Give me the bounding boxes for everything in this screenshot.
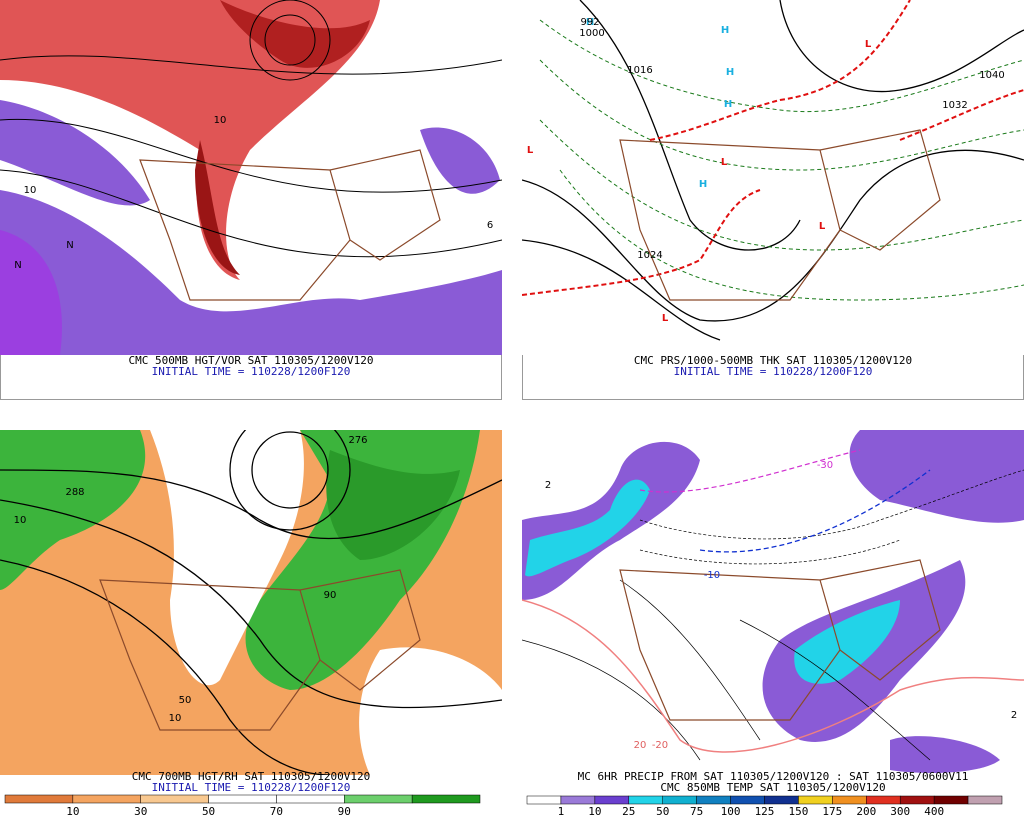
map-label: 10 — [169, 713, 182, 724]
legend-label: 125 — [755, 805, 775, 818]
caption: INITIAL TIME = 110228/1200F120 — [674, 365, 873, 378]
map-label: H — [721, 25, 729, 36]
legend-swatch — [72, 794, 141, 804]
legend-swatch — [866, 795, 901, 805]
legend-swatch — [276, 794, 345, 804]
legend-swatch — [594, 795, 630, 805]
legend-label: 175 — [822, 805, 842, 818]
map-label: L — [865, 39, 872, 50]
legend-label: 25 — [622, 805, 635, 818]
map-label: 50 — [179, 695, 192, 706]
caption: CMC 500MB HGT/VOR SAT 110305/1200V120 — [128, 354, 373, 367]
legend-label: 100 — [721, 805, 741, 818]
legend-label: 50 — [202, 805, 215, 818]
map-label: L — [527, 145, 534, 156]
map-label: N — [14, 260, 21, 271]
caption: CMC 850MB TEMP SAT 110305/1200V120 — [660, 781, 885, 794]
legend-swatch — [967, 795, 1003, 805]
legend-swatch — [832, 795, 867, 805]
legend-swatch — [560, 795, 596, 805]
legend-swatch — [662, 795, 697, 805]
legend-swatch — [933, 795, 969, 805]
map-labels: 288 276 10 50 90 10 — [14, 435, 368, 724]
map-label: 90 — [324, 590, 337, 601]
map-label: 1040 — [979, 70, 1004, 81]
legend-label: 30 — [134, 805, 147, 818]
map-label: -30 — [817, 460, 833, 471]
legend-swatch — [526, 795, 562, 805]
legend-label: 90 — [338, 805, 351, 818]
map-label: 1000 — [579, 28, 604, 39]
legend-swatch — [344, 794, 413, 804]
legend-label: 150 — [788, 805, 808, 818]
caption: MC 6HR PRECIP FROM SAT 110305/1200V120 :… — [578, 770, 969, 783]
map-700mb — [0, 430, 502, 775]
legend-swatch — [696, 795, 731, 805]
legend-swatch — [730, 795, 765, 805]
legend-swatch — [140, 794, 209, 804]
map-thickness — [522, 0, 1024, 355]
legend-label: 75 — [690, 805, 703, 818]
map-label: 10 — [24, 185, 37, 196]
map-label: 10 — [214, 115, 227, 126]
caption: CMC PRS/1000-500MB THK SAT 110305/1200V1… — [634, 354, 912, 367]
legend-swatch — [798, 795, 833, 805]
legend-swatch — [899, 795, 935, 805]
map-label: 1032 — [942, 100, 967, 111]
map-label: 2 — [1011, 710, 1017, 721]
caption: INITIAL TIME = 110228/1200F120 — [152, 365, 351, 378]
legend-label: 50 — [656, 805, 669, 818]
map-label: -20 — [652, 740, 668, 751]
map-label: 288 — [65, 487, 84, 498]
legend-swatch — [208, 794, 277, 804]
map-label: 1016 — [627, 65, 652, 76]
map-labels: 2 -10 -20 -30 2 20 — [545, 460, 1017, 751]
caption: CMC 700MB HGT/RH SAT 110305/1200V120 — [132, 770, 370, 783]
legend-swatch — [764, 795, 799, 805]
legend-swatch — [411, 794, 481, 804]
map-label: 6 — [487, 220, 493, 231]
map-label: L — [721, 157, 728, 168]
caption: INITIAL TIME = 110228/1200F120 — [152, 781, 351, 794]
map-label: 992 — [580, 17, 599, 28]
legend-label: 200 — [856, 805, 876, 818]
map-precip — [522, 430, 1024, 775]
legend-label: 400 — [924, 805, 944, 818]
legend-label: 10 — [588, 805, 601, 818]
legend-label: 300 — [890, 805, 910, 818]
map-labels: 10 N N 10 6 — [14, 115, 493, 271]
legend-label: 70 — [270, 805, 283, 818]
map-label: 20 — [634, 740, 647, 751]
map-label: 10 — [14, 515, 27, 526]
map-label: H — [586, 17, 594, 28]
map-500mb — [0, 0, 502, 355]
map-label: H — [699, 179, 707, 190]
legend-label: 1 — [558, 805, 565, 818]
map-label: 2 — [545, 480, 551, 491]
legend-swatch — [628, 795, 663, 805]
map-label: 276 — [348, 435, 367, 446]
legend-swatch — [4, 794, 74, 804]
map-label: 1024 — [637, 250, 662, 261]
map-label: H — [726, 67, 734, 78]
map-label: -10 — [704, 570, 720, 581]
map-label: H — [724, 99, 732, 110]
map-label: N — [66, 240, 73, 251]
legend-label: 10 — [66, 805, 79, 818]
map-label: L — [662, 313, 669, 324]
map-label: L — [819, 221, 826, 232]
